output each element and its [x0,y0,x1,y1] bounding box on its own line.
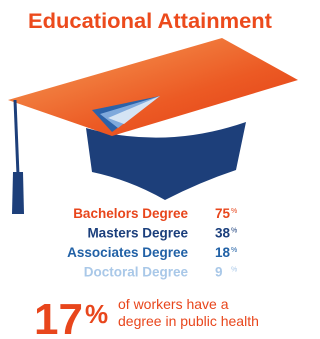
footer-line: degree in public health [118,313,259,329]
degree-label: Associates Degree [67,245,188,260]
degree-label: Masters Degree [87,226,188,241]
degree-label: Bachelors Degree [73,206,188,221]
degree-label: Doctoral Degree [84,265,189,280]
degree-value: 9 [215,265,223,280]
cap-icon [8,38,298,214]
degree-unit: % [231,208,237,215]
degree-unit: % [231,247,237,254]
infographic: Educational Attainment Bachelors Degree 7… [0,0,303,339]
degree-value: 38 [215,226,231,241]
title: Educational Attainment [28,10,272,33]
footer: 17 % of workers have a degree in public … [34,295,259,339]
footer-unit: % [85,299,108,329]
degree-unit: % [231,267,237,274]
degree-value: 18 [215,245,231,260]
footer-line: of workers have a [118,296,229,312]
degree-value: 75 [215,206,231,221]
footer-value: 17 [34,295,83,339]
degree-unit: % [231,228,237,235]
